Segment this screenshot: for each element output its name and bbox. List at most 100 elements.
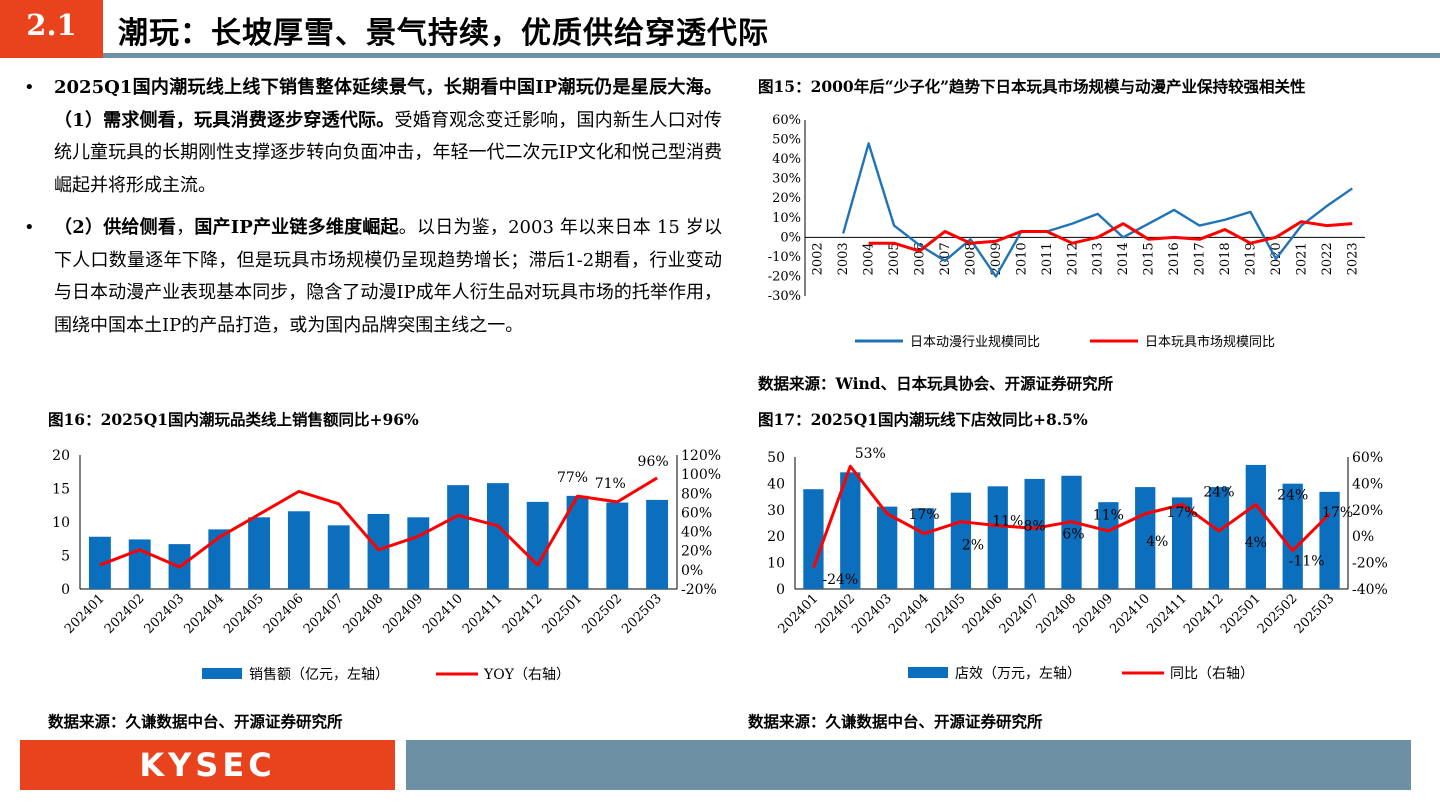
fig17-y-left-tick-label: 0 [776,582,785,598]
fig16-bar [407,517,430,589]
fig17-x-tick-label: 202404 [886,591,932,637]
fig17-x-tick-label: 202403 [849,591,895,637]
fig16-y-left-tick-label: 0 [61,582,70,598]
title-rule [103,53,1440,58]
fig17-x-tick-label: 202412 [1181,591,1227,637]
fig16-bar [566,495,589,589]
fig15-legend-label: 日本玩具市场规模同比 [1145,334,1275,350]
fig15-y-tick-label: -30% [768,289,801,304]
fig17-data-label: 24% [1203,485,1234,501]
fig16-y-left-tick-label: 5 [61,549,70,565]
fig15-x-tick-label: 2008 [963,242,978,275]
bullet-item: • （2）供给侧看，国产IP产业链多维度崛起。以日为鉴，2003 年以来日本 1… [22,212,722,342]
fig15-y-tick-label: -10% [768,250,801,265]
fig17-x-tick-label: 202501 [1218,591,1264,637]
bullet-text: 2025Q1国内潮玩线上线下销售整体延续景气，长期看中国IP潮玩仍是星辰大海。（… [54,72,722,202]
fig15-series-line [868,220,1353,253]
fig15-x-tick-label: 2005 [887,242,902,275]
fig15-x-tick-label: 2015 [1142,242,1157,275]
fig15-title: 图15：2000年后“少子化”趋势下日本玩具市场规模与动漫产业保持较强相关性 [758,77,1306,96]
bullet-bold: 2025Q1国内潮玩线上线下销售整体延续景气，长期看中国IP潮玩仍是星辰大海。（… [54,77,722,131]
bullet-body: ， [176,217,195,238]
fig17-bar [840,472,861,589]
fig16-x-tick-label: 202406 [261,591,307,637]
bullet-list: • 2025Q1国内潮玩线上线下销售整体延续景气，长期看中国IP潮玩仍是星辰大海… [22,72,722,352]
fig17-legend-swatch [908,667,948,678]
fig17-x-tick-label: 202503 [1292,591,1338,637]
fig17-data-label: 24% [1277,488,1308,504]
fig17-bar [950,492,972,589]
fig15-x-tick-label: 2003 [836,242,851,275]
bullet-bold: （2）供给侧看 [54,217,177,238]
fig16-x-tick-label: 202409 [380,591,426,637]
fig17-y-left-tick-label: 40 [767,476,785,492]
fig16-x-tick-label: 202401 [62,591,108,637]
fig15-x-tick-label: 2023 [1345,242,1360,275]
fig17-data-label: 2% [962,538,984,554]
fig16-y-left-tick-label: 20 [52,448,70,464]
fig17-data-label: 11% [992,514,1023,530]
fig17-bar [1024,478,1045,589]
fig15-x-tick-label: 2014 [1116,242,1131,275]
fig15-y-tick-label: 60% [772,113,801,128]
fig17-y-right-tick-label: -40% [1352,582,1388,598]
fig16-bar [486,483,509,589]
fig15-x-tick-label: 2016 [1167,242,1182,275]
fig17-y-left-tick-label: 10 [767,556,785,572]
fig16-bar [646,499,669,589]
fig17-y-right-tick-label: 60% [1352,450,1383,466]
page-title: 潮玩：长坡厚雪、景气持续，优质供给穿透代际 [118,16,769,51]
fig17-bar [913,508,935,589]
fig17-x-tick-label: 202406 [960,591,1006,637]
fig16-x-tick-label: 202502 [579,591,625,637]
section-number-badge: 2.1 [0,0,103,58]
fig16-y-left-tick-label: 10 [52,515,70,531]
fig17-x-tick-label: 202405 [923,591,969,637]
fig16-x-tick-label: 202410 [420,591,466,637]
fig17-x-tick-label: 202408 [1034,591,1080,637]
fig16-x-tick-label: 202503 [619,591,665,637]
fig17-bar [1282,483,1303,589]
fig16-x-tick-label: 202404 [181,591,227,637]
fig17-bar [1098,502,1119,589]
fig15-x-tick-label: 2019 [1243,242,1258,275]
fig17-data-label: 17% [1167,505,1198,521]
bullet-bold: 国产IP产业链多维度崛起 [194,217,399,238]
fig16-x-tick-label: 202407 [301,591,347,637]
fig15-x-tick-label: 2013 [1091,242,1106,275]
fig15-x-tick-label: 2010 [1014,242,1029,275]
fig17-bar [1061,475,1082,589]
fig16-source: 数据来源：久谦数据中台、开源证券研究所 [48,712,343,731]
fig16-y-right-tick-label: 120% [681,448,721,464]
fig15-x-tick-label: 2011 [1040,242,1055,275]
fig17-y-left-tick-label: 30 [767,503,785,519]
fig17-data-label: 17% [1322,505,1353,521]
kysec-logo: KYSEC [20,740,395,790]
fig16-y-right-tick-label: 0% [681,563,703,579]
fig16-x-tick-label: 202405 [221,591,267,637]
footer-bar [406,740,1411,790]
fig17-bar [1319,491,1340,589]
fig16-data-label: 71% [595,476,626,492]
fig16-x-tick-label: 202402 [102,591,148,637]
fig17-bar [803,489,824,589]
fig16-y-right-tick-label: 20% [681,544,712,560]
fig16-data-label: 96% [638,454,669,470]
fig17-yoy-line [812,464,1331,569]
fig17-legend-label: 同比（右轴） [1170,666,1254,682]
bullet-item: • 2025Q1国内潮玩线上线下销售整体延续景气，长期看中国IP潮玩仍是星辰大海… [22,72,722,202]
fig16-x-tick-label: 202403 [142,591,188,637]
fig17-data-label: -24% [822,572,858,588]
fig17-bar [987,486,1008,589]
fig16-legend-label: YOY（右轴） [483,667,570,683]
fig15-y-tick-label: 30% [772,172,801,187]
fig17-data-label: 11% [1093,508,1124,524]
fig15-series-line [842,142,1353,278]
fig17-x-tick-label: 202409 [1070,591,1116,637]
fig16-legend-swatch [202,668,242,679]
fig16-bar [526,501,549,589]
fig15-x-tick-label: 2004 [862,242,877,275]
fig16-bar [606,502,629,589]
fig17-bar [1245,464,1266,589]
fig16-legend-label: 销售额（亿元，左轴） [249,667,389,683]
